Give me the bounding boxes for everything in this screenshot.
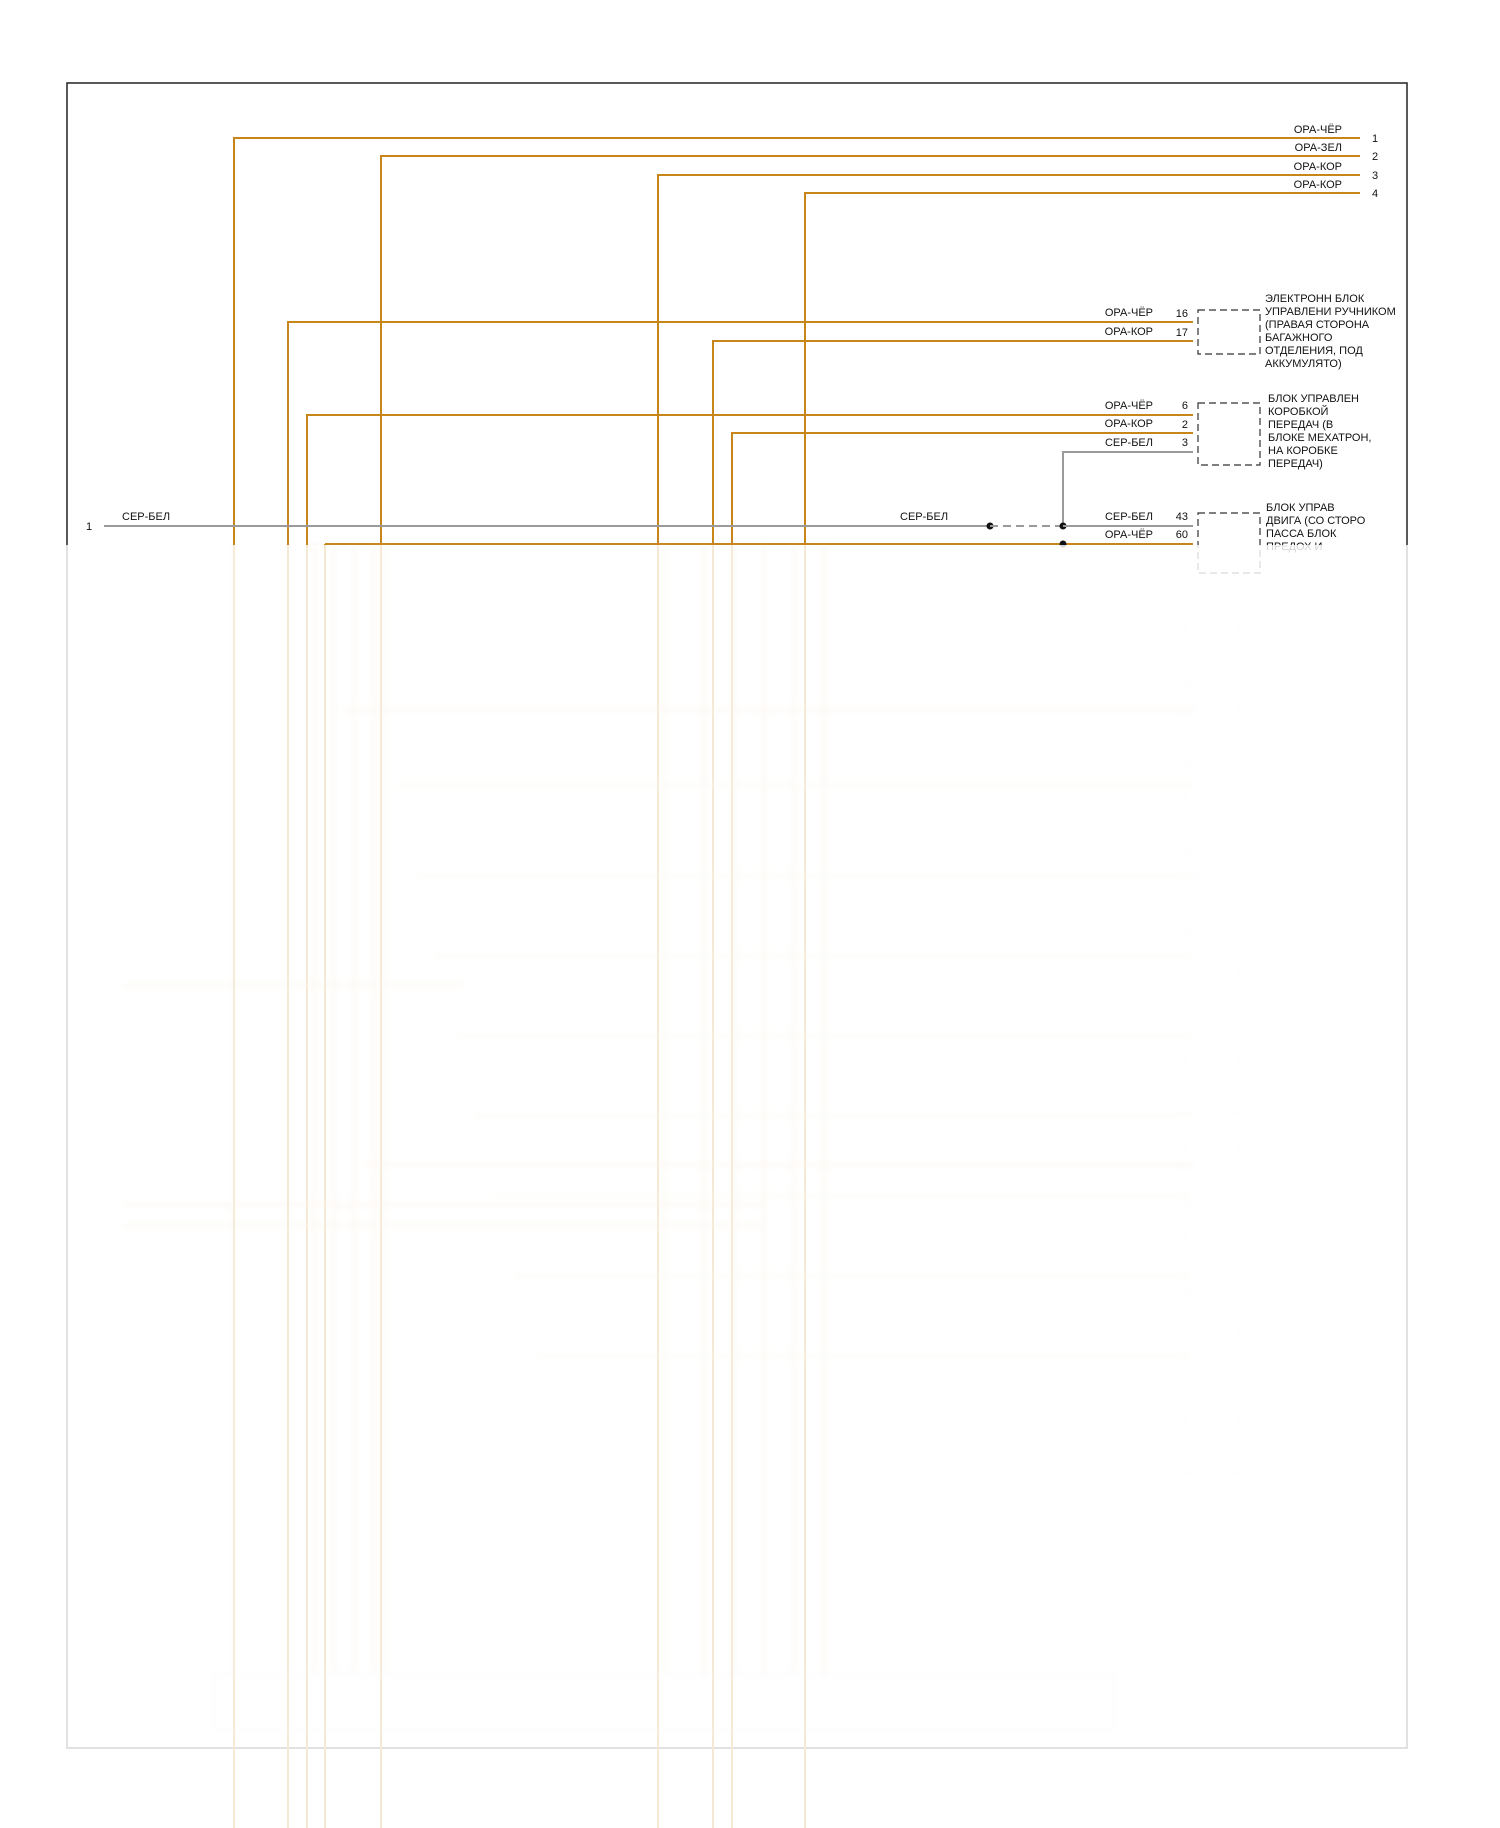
module-1-wire-b-label: ОРА-КОР [1105, 326, 1153, 338]
top-wire-4-label: ОРА-КОР [1294, 179, 1342, 191]
module-1-title: ЭЛЕКТРОНН БЛОК УПРАВЛЕНИ РУЧНИКОМ (ПРАВА… [1265, 293, 1399, 370]
module-2-wire-a-label: ОРА-ЧЁР [1105, 400, 1153, 412]
module-1-box [1197, 309, 1261, 355]
left-pin-1: 1 [86, 521, 92, 533]
module-3-pin-a: 43 [1176, 511, 1188, 523]
module-2-box [1197, 402, 1261, 466]
module-2-wire-c [1062, 451, 1193, 526]
module-2-wire-b-label: ОРА-КОР [1105, 418, 1153, 430]
top-pin-1: 1 [1372, 133, 1378, 145]
module-1-pin-a: 16 [1176, 308, 1188, 320]
top-pin-3: 3 [1372, 170, 1378, 182]
module-2-pin-a: 6 [1182, 400, 1188, 412]
module-3-wire-b-label: ОРА-ЧЁР [1105, 529, 1153, 541]
module-2-title: БЛОК УПРАВЛЕН КОРОБКОЙ ПЕРЕДАЧ (В БЛОКЕ … [1268, 393, 1375, 470]
module-2-pin-c: 3 [1182, 437, 1188, 449]
left-grey-wire-label: СЕР-БЕЛ [122, 511, 170, 523]
top-pin-2: 2 [1372, 151, 1378, 163]
top-wire-1-label: ОРА-ЧЁР [1294, 124, 1342, 136]
splice-wire-label: СЕР-БЕЛ [900, 511, 948, 523]
module-3-pin-b: 60 [1176, 529, 1188, 541]
fade-overlay [0, 545, 1500, 1828]
module-1-wire-a-label: ОРА-ЧЁР [1105, 307, 1153, 319]
module-2-pin-b: 2 [1182, 419, 1188, 431]
top-wire-2-label: ОРА-ЗЕЛ [1295, 142, 1342, 154]
top-wire-3-label: ОРА-КОР [1294, 161, 1342, 173]
top-pin-4: 4 [1372, 188, 1378, 200]
module-3-box [1197, 512, 1261, 574]
module-3-wire-a-label: СЕР-БЕЛ [1105, 511, 1153, 523]
module-2-wire-c-label: СЕР-БЕЛ [1105, 437, 1153, 449]
module-1-pin-b: 17 [1176, 327, 1188, 339]
